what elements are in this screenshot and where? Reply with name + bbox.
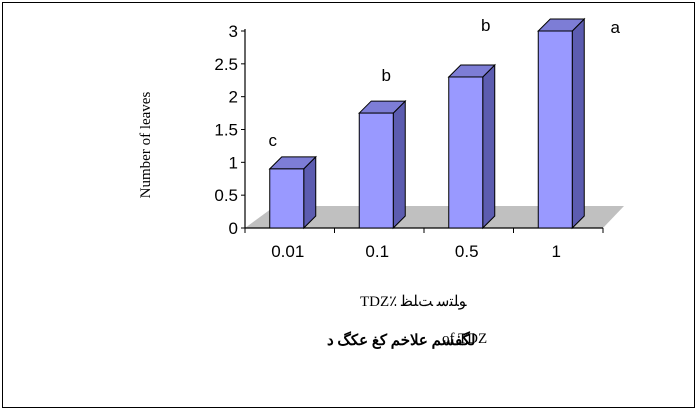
figure-frame: [2, 2, 695, 408]
x-tick-label: 0.01: [271, 242, 304, 261]
chart-floor: [245, 206, 624, 228]
bar-front: [448, 76, 484, 229]
bar: [537, 17, 586, 230]
bar-side: [482, 63, 496, 230]
bar-front: [537, 30, 573, 229]
bar-front: [358, 112, 394, 229]
significance-letter: a: [611, 18, 621, 37]
significance-letter: b: [481, 16, 490, 35]
y-tick-label: 3: [229, 22, 238, 41]
y-tick-label: 2.5: [214, 55, 238, 74]
y-tick-label: 1.5: [214, 121, 238, 140]
figure-caption-ltr: of TDZ: [442, 331, 488, 347]
bar: [268, 155, 317, 230]
significance-letter: c: [269, 131, 278, 150]
bar-side: [392, 99, 406, 230]
x-tick-label: 0.5: [455, 242, 479, 261]
bar: [447, 63, 496, 230]
x-axis-caption: TDZ٪ ﻮﻠﺘﺳ ﺖﻠﻈ: [360, 294, 467, 310]
x-tick-label: 1: [552, 242, 561, 261]
y-tick-label: 1: [229, 153, 238, 172]
y-tick-label: 0: [229, 219, 238, 238]
y-tick-label: 0.5: [214, 186, 238, 205]
bar: [358, 99, 407, 230]
x-tick-label: 0.1: [365, 242, 389, 261]
bar-front: [269, 168, 305, 229]
y-tick-label: 2: [229, 88, 238, 107]
significance-letter: b: [382, 66, 391, 85]
y-axis-label: Number of leaves: [138, 92, 154, 199]
bar-side: [571, 17, 585, 230]
figure-caption-rtl: لگفسم علاخم کغ عکگ د: [327, 333, 476, 349]
